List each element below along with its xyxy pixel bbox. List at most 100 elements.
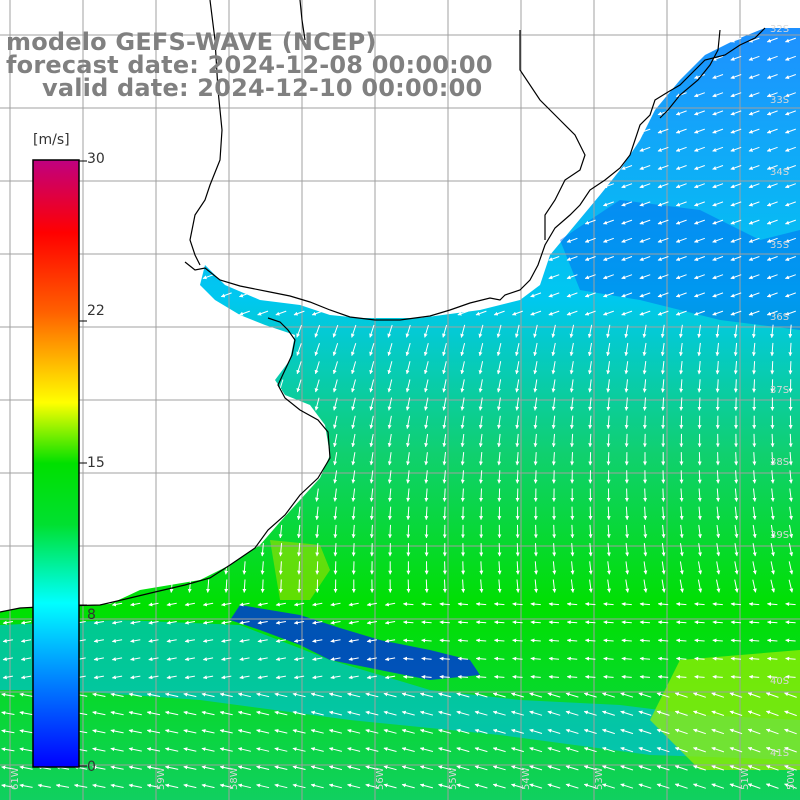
wind-vector — [766, 237, 778, 243]
wind-vector — [642, 415, 647, 430]
wind-vector — [512, 310, 523, 316]
wind-vector — [330, 602, 341, 607]
wind-vector — [570, 524, 575, 539]
wind-vector — [92, 783, 106, 788]
wind-vector — [442, 324, 448, 338]
wind-vector — [656, 710, 670, 716]
wind-vector — [548, 292, 560, 298]
wind-vector — [146, 765, 161, 770]
wind-vector — [606, 543, 611, 557]
wind-vector — [603, 656, 614, 661]
wind-vector — [493, 310, 505, 316]
wind-vector — [438, 765, 452, 771]
wind-vector — [419, 765, 434, 771]
wind-vector — [785, 620, 796, 625]
wind-vector — [642, 361, 647, 375]
wind-vector — [639, 165, 651, 170]
wind-vector — [333, 452, 338, 466]
wind-vector — [333, 488, 338, 502]
wind-vector — [620, 728, 634, 735]
wind-vector — [694, 128, 705, 134]
wind-vector — [548, 638, 560, 643]
wind-vector — [730, 310, 742, 316]
wind-vector — [296, 324, 302, 338]
wind-vector — [784, 692, 797, 698]
wind-vector — [421, 674, 432, 679]
wind-vector — [332, 397, 338, 411]
wind-vector — [715, 324, 720, 338]
wind-vector — [492, 728, 506, 734]
wind-vector — [657, 256, 669, 261]
wind-vector — [675, 237, 687, 243]
wind-vector — [639, 183, 651, 189]
wind-vector — [569, 342, 574, 357]
wind-vector — [603, 292, 614, 298]
wind-vector — [712, 638, 723, 643]
wind-vector — [512, 656, 523, 661]
wind-vector — [128, 710, 142, 716]
wind-vector — [365, 692, 379, 698]
wind-vector — [328, 783, 343, 789]
wind-vector — [785, 110, 796, 116]
wind-vector — [748, 37, 760, 43]
wind-vector — [697, 397, 702, 411]
wind-vector — [752, 524, 757, 539]
wind-vector — [312, 638, 323, 643]
wind-vector — [350, 324, 357, 338]
wind-vector — [512, 638, 523, 643]
wind-vector — [643, 506, 648, 521]
wind-vector — [552, 561, 557, 575]
wind-vector — [661, 543, 666, 557]
wind-vector — [93, 638, 104, 643]
wind-vector — [712, 674, 723, 679]
wind-vector — [602, 747, 615, 753]
wind-vector — [296, 361, 302, 375]
wind-vector — [712, 292, 724, 298]
wind-vector — [478, 324, 484, 338]
wind-vector — [384, 620, 396, 625]
wind-vector — [274, 783, 288, 789]
wind-vector — [442, 452, 447, 466]
wind-vector — [515, 361, 520, 375]
wind-vector — [274, 728, 288, 734]
wind-vector — [729, 710, 743, 716]
wind-vector — [766, 146, 778, 152]
wind-vector — [401, 692, 415, 698]
wind-vector — [788, 561, 794, 575]
wind-vector — [770, 488, 775, 502]
wind-vector — [747, 746, 761, 753]
wind-vector — [661, 579, 666, 593]
wind-vector — [369, 524, 374, 539]
wind-vector — [694, 183, 705, 189]
wind-vector — [330, 675, 341, 680]
lat-label-38s: 38S — [770, 457, 790, 468]
wind-vector — [585, 602, 596, 607]
wind-vector — [111, 657, 123, 662]
wind-vector — [202, 675, 214, 680]
wind-vector — [694, 292, 705, 298]
wind-vector — [492, 765, 506, 771]
wind-vector — [693, 710, 706, 716]
wind-vector — [515, 452, 520, 466]
wind-vector — [660, 324, 665, 338]
wind-vector — [569, 415, 574, 430]
wind-vector — [184, 675, 195, 680]
wind-vector — [642, 397, 647, 411]
wind-vector — [478, 397, 483, 411]
wind-vector — [639, 201, 651, 207]
wind-vector — [314, 397, 320, 411]
wind-vector — [383, 783, 397, 789]
wind-vector — [657, 201, 669, 207]
wind-vector — [711, 710, 725, 716]
wind-vector — [128, 729, 142, 734]
wind-vector — [730, 201, 742, 207]
wind-vector — [110, 747, 124, 752]
wind-vector — [497, 470, 502, 484]
wind-vector — [770, 342, 775, 357]
wind-vector — [166, 602, 177, 607]
wind-vector — [442, 397, 447, 411]
wind-vector — [639, 256, 651, 261]
wind-vector — [202, 638, 214, 643]
wind-vector — [716, 524, 721, 539]
wind-vector — [548, 620, 560, 625]
